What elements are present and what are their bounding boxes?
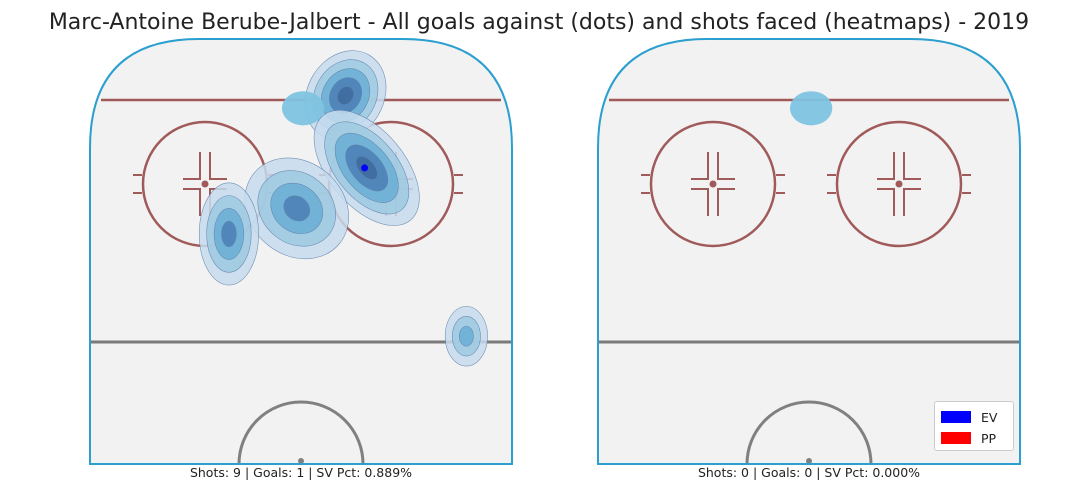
rink-boards <box>597 38 1021 465</box>
rink-heatmap-left <box>89 38 513 465</box>
heat-cluster-2-level-3 <box>283 195 311 222</box>
legend-swatch-pp <box>941 432 971 444</box>
legend-label-ev: EV <box>981 409 998 425</box>
rink-panel-right <box>597 38 1021 465</box>
faceoff-l-mark <box>877 152 895 180</box>
rink-boards <box>89 38 513 465</box>
faceoff-circle-left <box>649 120 777 248</box>
faceoff-l-mark <box>903 152 921 180</box>
legend: EV PP <box>934 401 1014 451</box>
heat-cluster-0 <box>789 91 833 126</box>
faceoff-circle-right <box>835 120 963 248</box>
legend-label-pp: PP <box>981 430 997 446</box>
faceoff-l-mark <box>717 152 735 180</box>
rink-heatmap-right <box>597 38 1021 465</box>
faceoff-l-mark <box>209 152 227 180</box>
center-ice-dot <box>806 458 812 464</box>
faceoff-l-mark <box>717 188 735 216</box>
rink-panel-left <box>89 38 513 465</box>
faceoff-l-mark <box>691 188 709 216</box>
chart-title: Marc-Antoine Berube-Jalbert - All goals … <box>48 10 1030 35</box>
heat-cluster-0-level-4 <box>337 86 354 105</box>
rink-contents <box>90 50 512 464</box>
faceoff-l-mark <box>183 188 201 216</box>
legend-swatch-ev <box>941 411 971 423</box>
faceoff-dot-left <box>201 180 209 188</box>
caption-left: Shots: 9 | Goals: 1 | SV Pct: 0.889% <box>189 465 413 480</box>
faceoff-dot-right <box>895 180 903 188</box>
rink-contents <box>598 91 1020 464</box>
faceoff-dot-left <box>709 180 717 188</box>
faceoff-l-mark <box>903 188 921 216</box>
goal-against-dot-0 <box>361 164 369 172</box>
legend-item-ev: EV <box>941 409 997 425</box>
heat-cluster-3-level-3 <box>221 220 237 248</box>
center-ice-circle <box>745 400 873 464</box>
caption-right: Shots: 0 | Goals: 0 | SV Pct: 0.000% <box>697 465 921 480</box>
faceoff-l-mark <box>183 152 201 180</box>
faceoff-l-mark <box>877 188 895 216</box>
ice-surface <box>598 39 1020 464</box>
center-ice-circle <box>237 400 365 464</box>
legend-item-pp: PP <box>941 430 996 446</box>
faceoff-l-mark <box>691 152 709 180</box>
center-ice-dot <box>298 458 304 464</box>
heat-cluster-4-level-2 <box>458 325 474 347</box>
heat-cluster-5 <box>281 91 325 126</box>
